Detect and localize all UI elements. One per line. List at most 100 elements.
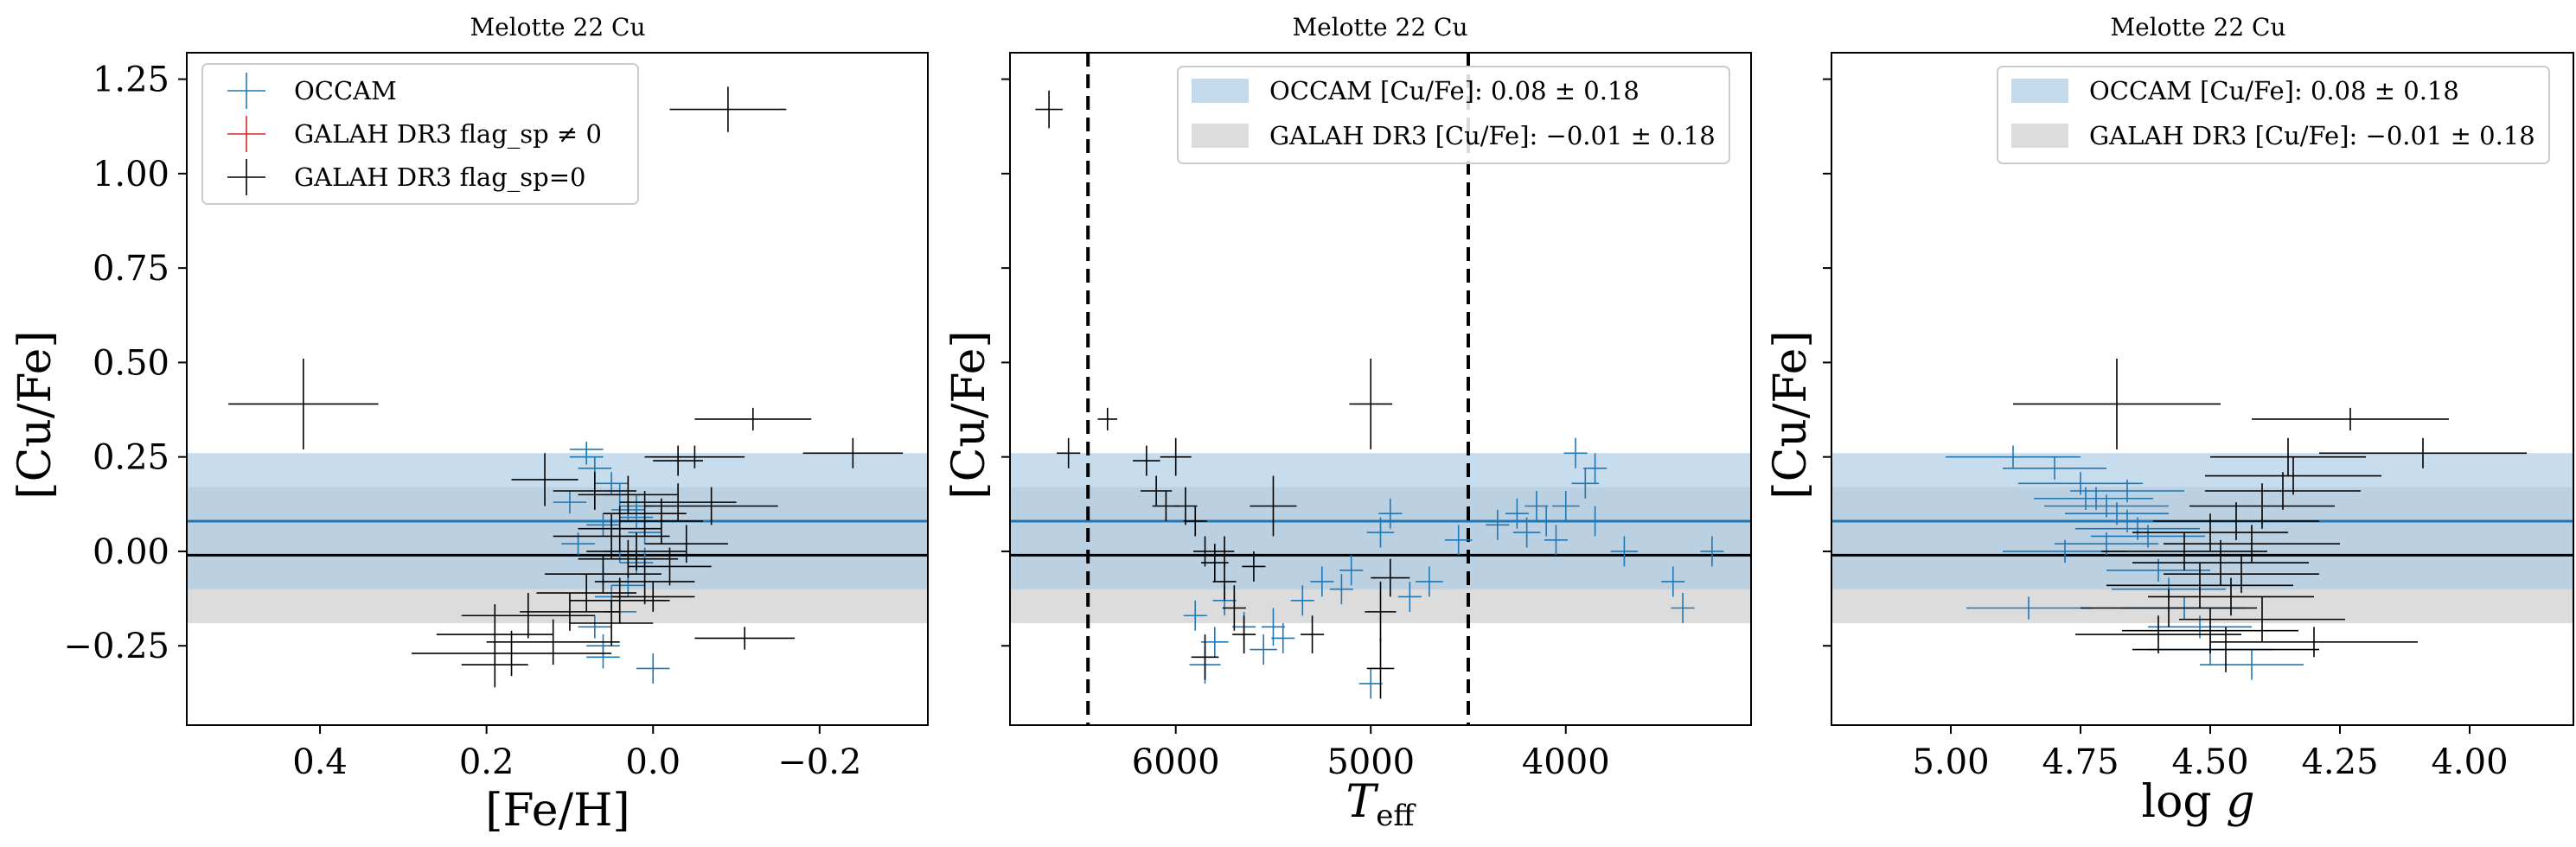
y-axis-label: [Cu/Fe] (10, 330, 61, 499)
data-point (1416, 566, 1443, 597)
x-tick-label: 0.4 (292, 742, 348, 782)
legend-label: GALAH DR3 flag_sp ≠ 0 (294, 119, 602, 150)
data-point (1358, 668, 1383, 699)
data-point (1183, 600, 1207, 631)
data-point (1661, 566, 1685, 597)
data-point (1444, 525, 1473, 556)
x-tick-label: 4000 (1522, 742, 1610, 782)
data-point (1365, 581, 1397, 642)
data-point (1610, 536, 1639, 567)
data-point (1525, 491, 1549, 521)
data-point (644, 445, 745, 468)
data-point (2210, 437, 2366, 476)
plot-content (1010, 53, 1751, 725)
data-point (1035, 90, 1063, 129)
x-tick-label: 0.2 (459, 742, 515, 782)
x-tick-label: 4.25 (2301, 742, 2378, 782)
data-point (1583, 453, 1608, 484)
data-point (1563, 437, 1588, 468)
data-point (1329, 574, 1353, 605)
legend: OCCAM [Cu/Fe]: 0.08 ± 0.18 GALAH DR3 [Cu… (1177, 66, 1730, 164)
data-point (1310, 566, 1334, 597)
x-tick-label: −0.2 (777, 742, 861, 782)
series-galah (1035, 90, 1410, 699)
legend-item-galah-band: GALAH DR3 [Cu/Fe]: −0.01 ± 0.18 (1192, 121, 1716, 150)
series-galah (228, 86, 904, 688)
data-point (1222, 585, 1246, 631)
data-point (578, 615, 612, 639)
data-point (553, 472, 636, 510)
legend-item-occam-band: OCCAM [Cu/Fe]: 0.08 ± 0.18 (1192, 76, 1640, 105)
legend-band-swatch (2011, 79, 2068, 103)
y-tick-label: 0.00 (93, 532, 169, 572)
legend-label: GALAH DR3 [Cu/Fe]: −0.01 ± 0.18 (1269, 121, 1716, 150)
axes-frame (186, 52, 929, 726)
data-point (1397, 581, 1422, 612)
data-point (511, 453, 578, 506)
legend-box (201, 63, 639, 205)
plot-area-teff: 6000 5000 4000 (1001, 52, 1752, 782)
data-point (1966, 596, 2091, 620)
data-point (1290, 585, 1314, 616)
data-point (461, 641, 528, 688)
data-point (619, 483, 737, 521)
data-point (2070, 479, 2184, 503)
data-point (1544, 525, 1569, 556)
data-point (1097, 407, 1118, 431)
data-point (569, 600, 654, 646)
y-tick-label: 1.25 (93, 60, 169, 100)
y-tick-label: 0.50 (93, 343, 169, 383)
axes-frame (1831, 52, 2574, 726)
data-point (2075, 615, 2241, 653)
data-point (644, 487, 778, 525)
data-point (1261, 608, 1285, 646)
y-tick-label: 0.25 (93, 438, 169, 478)
data-point (553, 491, 587, 514)
data-point (1242, 551, 1266, 582)
data-point (2205, 456, 2381, 495)
x-axis-label: log g (2141, 776, 2254, 828)
x-axis-label: Teff (1346, 776, 1417, 833)
data-point (1371, 558, 1410, 597)
legend-box (1177, 66, 1730, 164)
data-point (1183, 506, 1207, 537)
data-point (2132, 513, 2288, 551)
data-point (2106, 563, 2293, 608)
data-point (569, 449, 604, 465)
data-point (2319, 437, 2527, 468)
legend-item-galah-ok: GALAH DR3 flag_sp=0 (227, 159, 585, 195)
x-tick-label: 4.00 (2431, 742, 2508, 782)
legend-box (1997, 66, 2550, 164)
data-point (644, 525, 728, 564)
data-point (1534, 506, 1558, 537)
legend-label: OCCAM (294, 76, 397, 105)
data-point (2132, 539, 2309, 586)
x-tick-label: 0.0 (625, 742, 681, 782)
y-axis-label: [Cu/Fe] (943, 330, 995, 499)
data-point (1946, 445, 2081, 468)
data-point (2013, 359, 2221, 449)
legend-label: GALAH DR3 flag_sp=0 (294, 162, 585, 193)
data-point (2200, 649, 2304, 680)
data-point (1671, 593, 1695, 623)
data-point (2153, 502, 2319, 540)
axes-frame (1009, 52, 1752, 726)
data-point (1057, 437, 1081, 468)
panel-teff: 6000 5000 4000 Melotte 22 Cu Teff [Cu/Fe] … (943, 13, 1752, 833)
data-point (1349, 359, 1393, 449)
data-point (1583, 506, 1608, 537)
legend-band-swatch (1192, 124, 1249, 148)
data-point (1366, 517, 1395, 548)
x-tick-label: 4.50 (2171, 742, 2248, 782)
data-point (1339, 555, 1364, 586)
x-tick-label: 5000 (1326, 742, 1415, 782)
data-point (411, 630, 612, 677)
data-point (1232, 615, 1256, 653)
data-point (2210, 627, 2418, 658)
series-galah (2013, 359, 2527, 672)
data-point (628, 547, 712, 586)
legend-item-occam: OCCAM (227, 73, 397, 109)
data-point (1551, 491, 1580, 521)
panel-logg: 5.00 4.75 4.50 4.25 4.00 Melotte 22 Cu log g… (1765, 13, 2574, 828)
x-axis-label: [Fe/H] (485, 785, 630, 837)
